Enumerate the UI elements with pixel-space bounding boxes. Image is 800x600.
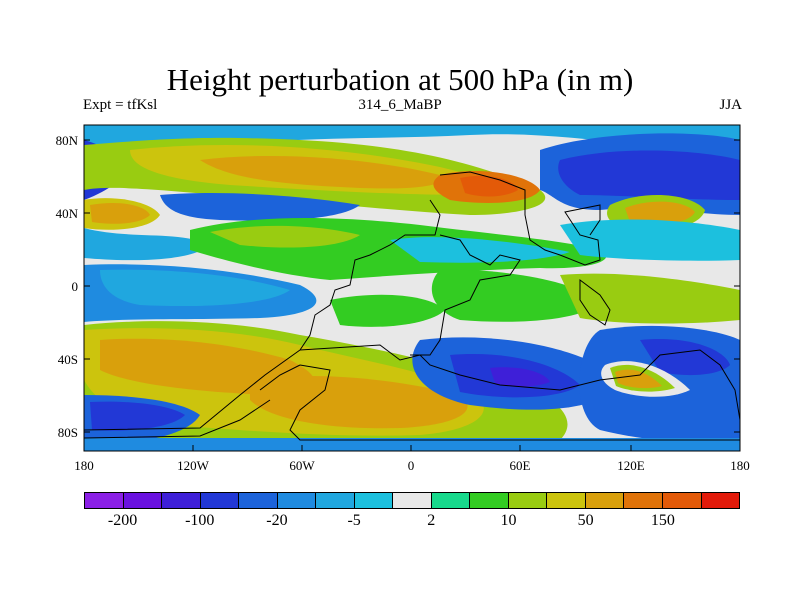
colorbar-label: -20	[266, 512, 288, 529]
x-tick-marks	[192, 445, 632, 451]
contour-field	[84, 125, 740, 451]
colorbar-label: -200	[107, 512, 138, 529]
x-tick-label: 60W	[289, 458, 315, 473]
colorbar-swatch	[701, 493, 740, 508]
colorbar-label: 2	[427, 512, 436, 529]
colorbar-swatch	[239, 493, 278, 508]
colorbar-swatch	[200, 493, 240, 508]
colorbar-swatch	[85, 493, 124, 508]
colorbar-label: 150	[650, 512, 675, 529]
colorbar-swatch	[662, 493, 702, 508]
season-label: JJA	[719, 97, 742, 113]
colorbar-swatch	[393, 493, 432, 508]
y-tick-label: 0	[72, 279, 79, 294]
colorbar-label: -100	[185, 512, 215, 529]
chart-title: Height perturbation at 500 hPa (in m)	[166, 62, 634, 97]
land-outline	[84, 171, 740, 441]
x-tick-label: 60E	[510, 458, 531, 473]
y-tick-label: 80N	[56, 133, 79, 148]
colorbar	[84, 492, 740, 509]
colorbar-swatch	[123, 493, 163, 508]
experiment-label: Expt = tfKsl	[83, 97, 158, 113]
x-tick-label: 180	[730, 458, 750, 473]
x-tick-label: 0	[408, 458, 415, 473]
case-label: 314_6_MaBP	[358, 97, 442, 113]
colorbar-swatch	[470, 493, 509, 508]
colorbar-swatch	[547, 493, 586, 508]
y-tick-labels: 80N 40N 0 40S 80S	[56, 133, 79, 440]
colorbar-swatch	[316, 493, 355, 508]
plot-frame	[83, 124, 741, 452]
x-tick-label: 120W	[177, 458, 210, 473]
x-tick-labels: 180 120W 60W 0 60E 120E 180	[74, 458, 750, 473]
x-tick-label: 120E	[617, 458, 645, 473]
colorbar-swatch	[354, 493, 394, 508]
colorbar-swatch	[431, 493, 471, 508]
colorbar-label: 50	[577, 512, 594, 529]
x-tick-label: 180	[74, 458, 94, 473]
colorbar-swatch	[277, 493, 317, 508]
colorbar-swatch	[508, 493, 548, 508]
colorbar-label: -5	[347, 512, 361, 529]
colorbar-swatch	[624, 493, 663, 508]
y-tick-marks	[84, 139, 740, 433]
y-tick-label: 40S	[58, 352, 78, 367]
y-tick-label: 80S	[58, 425, 78, 440]
y-tick-label: 40N	[56, 206, 79, 221]
colorbar-swatch	[585, 493, 625, 508]
colorbar-swatch	[162, 493, 201, 508]
colorbar-label: 10	[500, 512, 517, 529]
